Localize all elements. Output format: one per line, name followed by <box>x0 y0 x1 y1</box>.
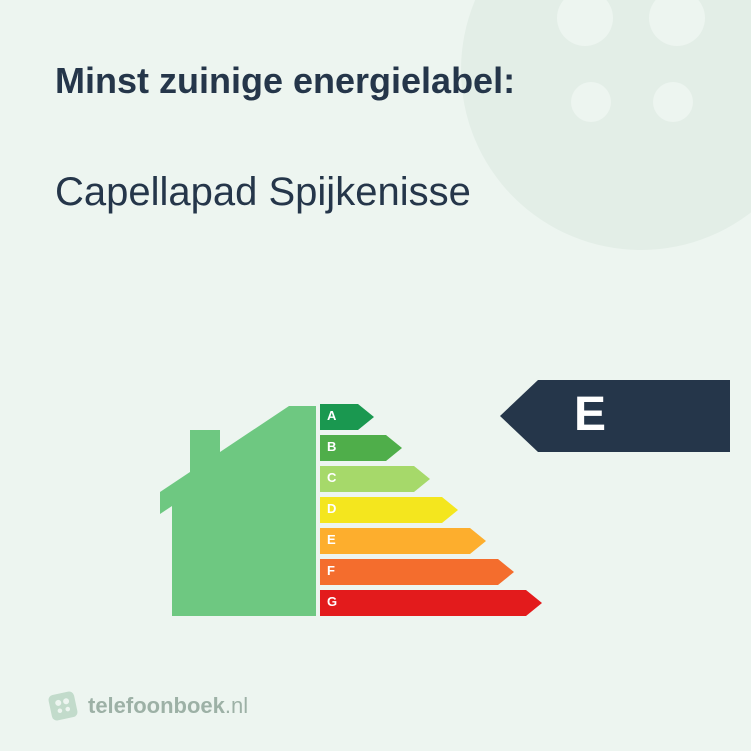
energy-rating-letter: E <box>574 387 606 442</box>
energy-rating-indicator: E <box>500 380 730 452</box>
house-icon <box>160 406 316 616</box>
energy-bar-label: B <box>327 439 336 454</box>
watermark-background <box>461 0 751 250</box>
page-title: Minst zuinige energielabel: <box>55 60 515 102</box>
footer-text: telefoonboek.nl <box>88 693 248 719</box>
energy-bar-label: D <box>327 501 336 516</box>
energy-bar-label: G <box>327 594 337 609</box>
location-name: Capellapad Spijkenisse <box>55 170 471 215</box>
energy-bar-label: F <box>327 563 335 578</box>
footer-branding: telefoonboek.nl <box>48 691 248 721</box>
energy-bar-label: A <box>327 408 336 423</box>
telefoonboek-logo-icon <box>45 688 81 724</box>
energy-bar-label: C <box>327 470 336 485</box>
energy-bar-label: E <box>327 532 336 547</box>
